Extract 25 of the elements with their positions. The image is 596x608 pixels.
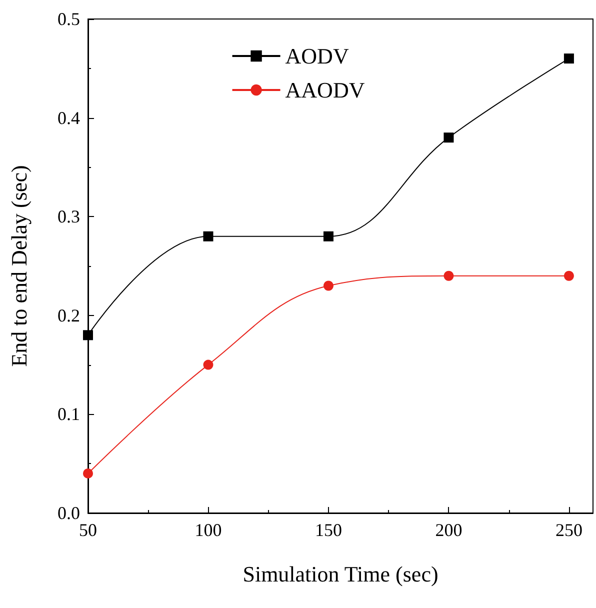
y-tick-label: 0.2 xyxy=(58,305,80,326)
point xyxy=(323,231,334,242)
x-tick-label: 50 xyxy=(79,520,97,540)
point xyxy=(83,468,93,478)
point xyxy=(444,132,454,143)
x-axis-title: Simulation Time (sec) xyxy=(242,562,438,586)
point xyxy=(564,270,574,281)
point xyxy=(83,330,93,340)
y-tick-label: 0.3 xyxy=(58,206,80,227)
point xyxy=(203,231,214,242)
y-tick-label: 0.1 xyxy=(58,404,80,424)
legend-label: AODV xyxy=(285,44,349,68)
y-tick-label: 0.5 xyxy=(58,9,80,29)
point xyxy=(564,54,574,64)
y-tick-label: 0.0 xyxy=(58,503,80,523)
x-tick-label: 150 xyxy=(314,520,342,540)
x-tick-label: 250 xyxy=(555,520,582,540)
point xyxy=(323,280,334,291)
x-tick-label: 200 xyxy=(435,520,462,540)
y-axis-title: End to end Delay (sec) xyxy=(6,165,32,367)
legend-label: AAODV xyxy=(285,78,365,102)
x-tick-label: 100 xyxy=(194,520,222,540)
y-tick-label: 0.4 xyxy=(58,108,80,128)
point xyxy=(444,270,454,281)
point xyxy=(203,360,214,370)
